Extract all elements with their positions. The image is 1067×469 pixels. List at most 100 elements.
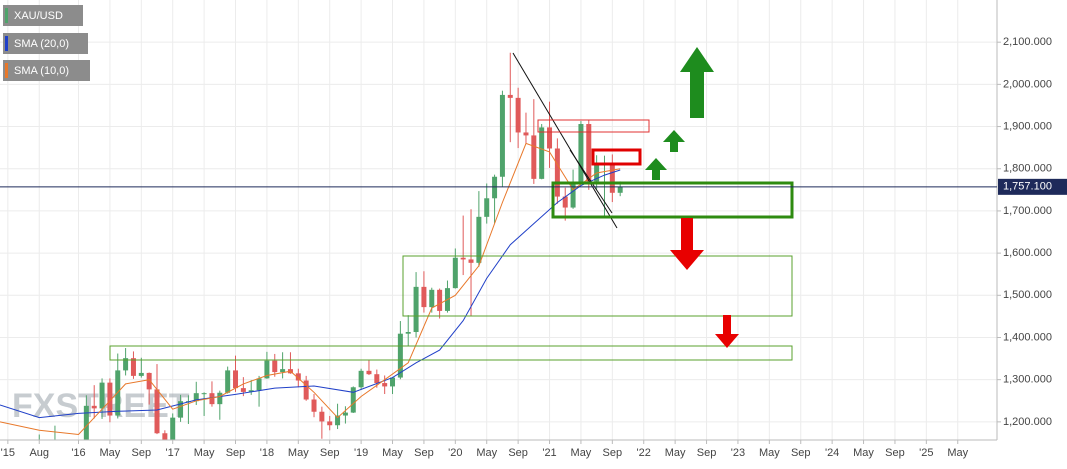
candle-body [178, 401, 184, 418]
x-tick-label: Sep [508, 447, 528, 459]
candle-body [225, 370, 231, 393]
candle-body [539, 127, 545, 179]
arrow-up [680, 47, 714, 118]
legend-marker [5, 63, 8, 78]
zone-box [402, 255, 793, 317]
candle-body [138, 372, 144, 376]
zone-box [537, 119, 650, 133]
candle-body [413, 286, 419, 333]
price-label: 1,757.100 [1003, 181, 1052, 193]
plot-area [0, 52, 623, 457]
candle-body [609, 162, 615, 193]
y-tick-label: 1,200.000 [1003, 416, 1052, 428]
candle-body [327, 421, 333, 426]
x-tick-label: '25 [919, 447, 933, 459]
legend-label: SMA (20,0) [14, 38, 69, 50]
legend-box [3, 5, 83, 26]
candle-body [476, 216, 482, 263]
legend-label: XAU/USD [14, 10, 63, 22]
candle-body [484, 198, 490, 217]
x-tick-label: May [194, 447, 215, 459]
candle-body [452, 257, 458, 289]
x-tick-label: Sep [414, 447, 434, 459]
x-tick-label: '20 [448, 447, 462, 459]
arrow-up [663, 130, 685, 152]
x-tick-label: May [571, 447, 592, 459]
candle-body [554, 148, 560, 197]
arrow-down [715, 315, 739, 348]
arrow-up [645, 158, 667, 180]
y-tick-label: 2,000.000 [1003, 78, 1052, 90]
candle-body [201, 393, 207, 395]
candle-body [233, 370, 239, 389]
candle-body [256, 378, 262, 391]
candle-body [303, 380, 309, 400]
candle-body [335, 415, 341, 426]
candle-body [217, 392, 223, 405]
candle-body [342, 412, 348, 416]
x-tick-label: Aug [29, 447, 49, 459]
zone-box [551, 181, 794, 219]
candle-body [578, 124, 584, 182]
candle-body [162, 433, 168, 440]
candle-body [507, 94, 513, 98]
x-tick-label: '21 [542, 447, 556, 459]
candle-body [492, 176, 498, 199]
candle-body [358, 370, 364, 388]
x-tick-label: '19 [354, 447, 368, 459]
x-tick-label: May [288, 447, 309, 459]
x-tick-label: '22 [637, 447, 651, 459]
candle-body [83, 405, 89, 440]
legend-marker [5, 36, 8, 51]
x-tick-label: Sep [226, 447, 246, 459]
x-tick-label: May [947, 447, 968, 459]
candle-body [209, 393, 215, 405]
candle-body [586, 124, 592, 182]
x-tick-label: Sep [697, 447, 717, 459]
candle-body [91, 405, 97, 409]
x-tick-label: '24 [825, 447, 839, 459]
candle-body [523, 132, 529, 136]
candle-body [460, 257, 466, 260]
sma-line [0, 142, 621, 436]
candle-body [319, 411, 325, 422]
annotations [109, 47, 794, 361]
candle-body [154, 389, 160, 434]
x-tick-label: '17 [166, 447, 180, 459]
zone-box [591, 148, 642, 166]
candle-body [295, 373, 301, 381]
candle-body [99, 382, 105, 409]
candle-body [52, 446, 57, 457]
y-tick-label: 1,500.000 [1003, 289, 1052, 301]
candle-body [437, 289, 443, 311]
legend-box [3, 33, 88, 54]
candle-body [617, 186, 623, 193]
legend: XAU/USD SMA (20,0) SMA (10,0) [3, 5, 90, 81]
trend-line [512, 52, 618, 229]
x-tick-label: Sep [885, 447, 905, 459]
sma-line [0, 169, 621, 419]
x-tick-label: '15 [1, 447, 15, 459]
candle-body [170, 417, 176, 440]
y-tick-label: 1,600.000 [1003, 247, 1052, 259]
candle-body [562, 196, 568, 208]
x-tick-label: '16 [71, 447, 85, 459]
y-tick-label: 1,300.000 [1003, 374, 1052, 386]
candle-body [130, 358, 136, 376]
candle-body [382, 383, 388, 387]
x-tick-label: Sep [603, 447, 623, 459]
candle-body [594, 162, 600, 182]
y-tick-label: 1,700.000 [1003, 205, 1052, 217]
candle-body [531, 135, 537, 179]
price-label-box [998, 178, 1067, 195]
candle-body [366, 370, 372, 375]
candle-body [264, 360, 270, 379]
candle-body [240, 388, 246, 392]
candle-body [499, 94, 505, 177]
candle-body [515, 97, 521, 133]
candle-body [405, 332, 411, 334]
candle-body [107, 382, 113, 416]
axes: 1,200.000 1,300.000 1,400.000 1,500.000 1,60… [0, 36, 1067, 459]
candle-body [146, 372, 152, 390]
